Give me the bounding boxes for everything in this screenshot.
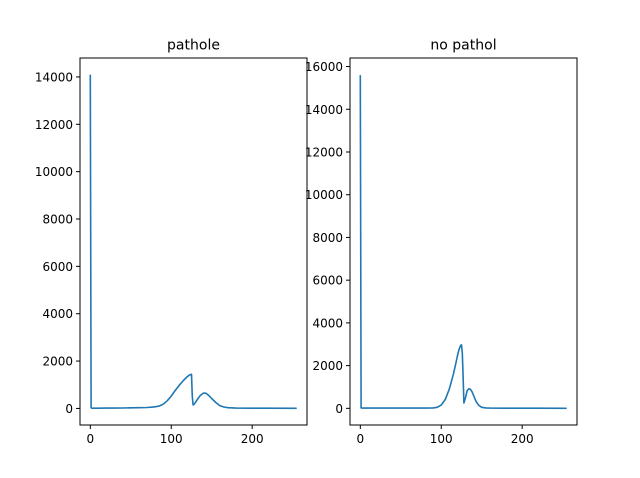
y-tick-label: 0: [65, 402, 73, 416]
y-tick-label: 8000: [312, 231, 343, 245]
chart-title: pathole: [167, 38, 220, 54]
x-tick-label: 0: [86, 432, 94, 446]
y-tick-label: 4000: [312, 316, 343, 330]
y-tick-label: 0: [335, 402, 343, 416]
series-line: [359, 75, 567, 410]
y-tick-label: 14000: [35, 70, 73, 84]
x-tick-label: 100: [430, 432, 453, 446]
axes-frame: [79, 57, 308, 426]
y-tick-label: 2000: [42, 355, 73, 369]
x-tick-label: 200: [511, 432, 534, 446]
y-tick-label: 8000: [42, 213, 73, 227]
y-tick-label: 14000: [305, 103, 343, 117]
x-tick-label: 100: [160, 432, 183, 446]
y-tick-label: 12000: [305, 145, 343, 159]
y-tick-label: 2000: [312, 359, 343, 373]
y-tick-label: 10000: [305, 188, 343, 202]
subplot-no-pathol: no pathol 0 100 20002000400060008000100001…: [305, 38, 578, 446]
y-tick-label: 4000: [42, 307, 73, 321]
y-tick-label: 12000: [35, 118, 73, 132]
y-tick-label: 6000: [42, 260, 73, 274]
y-tick-label: 16000: [305, 60, 343, 74]
x-tick-label: 0: [356, 432, 364, 446]
y-tick-label: 10000: [35, 165, 73, 179]
axes-frame: [349, 57, 578, 426]
chart-title: no pathol: [430, 38, 496, 54]
series-line: [89, 74, 297, 410]
subplot-pathole: pathole 0 100 2000200040006000800010000120…: [35, 38, 308, 446]
y-tick-label: 6000: [312, 274, 343, 288]
x-tick-label: 200: [241, 432, 264, 446]
